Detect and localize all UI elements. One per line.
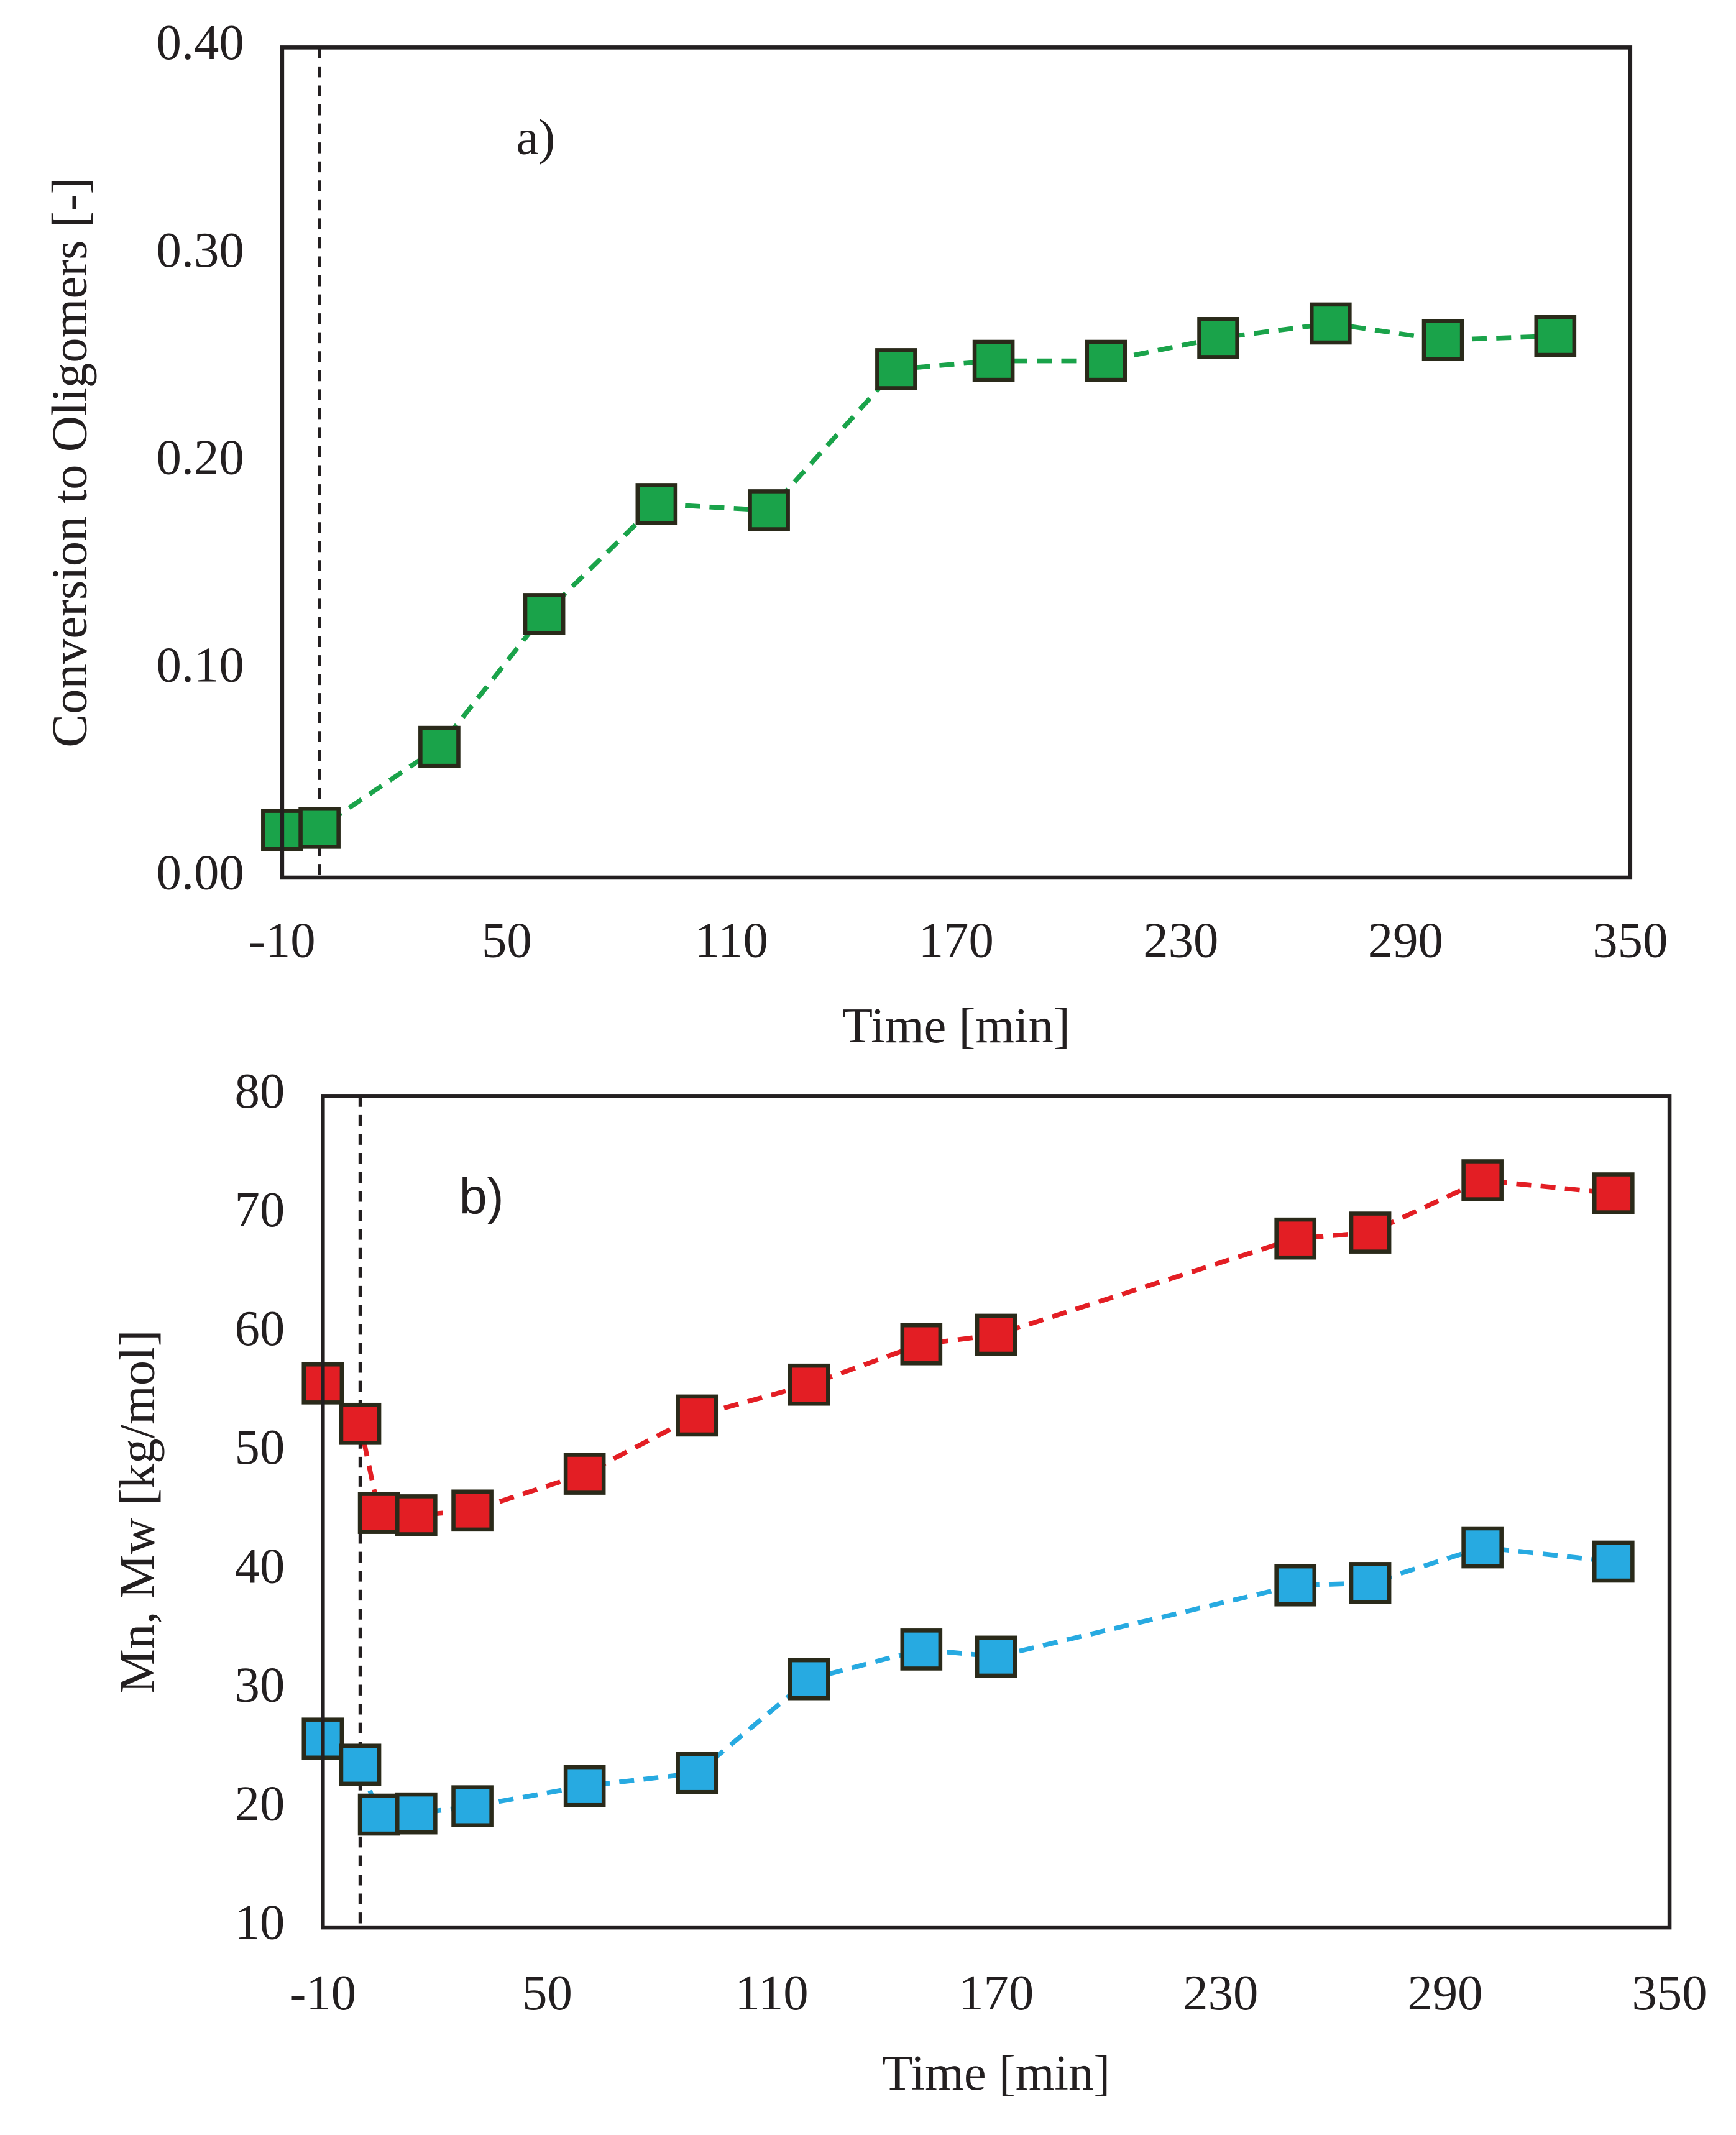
marker	[395, 1792, 438, 1835]
marker	[788, 1658, 830, 1701]
series-line	[321, 1545, 1614, 1817]
marker	[788, 1363, 830, 1406]
x-axis-label: Time [min]	[882, 2045, 1110, 2101]
y-tick-label: 0.20	[156, 430, 244, 485]
y-tick-label: 0.00	[156, 845, 244, 901]
marker	[1274, 1564, 1317, 1607]
x-tick-label: -10	[249, 913, 316, 968]
marker	[975, 1313, 1017, 1356]
marker	[357, 1492, 400, 1534]
marker	[418, 725, 461, 768]
plot-frame	[280, 45, 1633, 880]
marker	[972, 339, 1015, 382]
marker	[900, 1628, 943, 1671]
x-axis-label: Time [min]	[842, 998, 1070, 1054]
x-tick-label: 50	[522, 1965, 572, 2021]
marker	[676, 1394, 719, 1437]
x-tick-label: 350	[1592, 913, 1668, 968]
y-tick-label: 0.10	[156, 638, 244, 693]
marker	[748, 489, 790, 531]
marker	[451, 1489, 494, 1532]
marker	[523, 593, 566, 635]
marker	[563, 1453, 606, 1495]
marker	[676, 1752, 719, 1794]
marker	[635, 483, 678, 525]
marker	[1274, 1217, 1317, 1260]
y-tick-label: 60	[234, 1301, 285, 1356]
y-axis-label: Mn, Mw [kg/mol]	[110, 1330, 165, 1694]
marker	[298, 807, 341, 849]
x-tick-label: 170	[958, 1965, 1034, 2021]
y-tick-label: 10	[234, 1895, 285, 1950]
y-tick-label: 0.30	[156, 223, 244, 278]
marker	[1592, 1172, 1635, 1214]
marker	[900, 1323, 943, 1366]
marker	[339, 1743, 382, 1786]
x-tick-label: 230	[1143, 913, 1218, 968]
marker	[357, 1793, 400, 1836]
plot-frame	[321, 1094, 1672, 1930]
panel-label: a)	[517, 110, 556, 165]
y-tick-label: 0.40	[156, 15, 244, 70]
x-tick-label: 290	[1407, 1965, 1482, 2021]
marker	[395, 1494, 438, 1536]
marker	[1534, 315, 1577, 357]
series-line	[321, 1178, 1614, 1518]
marker	[451, 1785, 494, 1827]
series-line	[282, 321, 1556, 832]
marker	[1349, 1562, 1392, 1604]
marker	[1461, 1159, 1504, 1201]
marker	[1085, 339, 1127, 382]
marker	[1592, 1540, 1635, 1583]
y-tick-label: 20	[234, 1776, 285, 1832]
marker	[1309, 302, 1352, 345]
marker	[339, 1402, 382, 1445]
x-tick-label: 50	[482, 913, 532, 968]
x-tick-label: 230	[1183, 1965, 1258, 2021]
y-axis-label: Conversion to Oligomers [-]	[42, 178, 98, 748]
y-tick-label: 30	[234, 1657, 285, 1712]
x-tick-label: 170	[919, 913, 994, 968]
x-tick-label: 290	[1368, 913, 1443, 968]
y-tick-label: 50	[234, 1420, 285, 1475]
marker	[1461, 1526, 1504, 1569]
y-tick-label: 80	[234, 1063, 285, 1119]
x-tick-label: 110	[695, 913, 768, 968]
panel-label: b)	[459, 1169, 504, 1225]
y-tick-label: 70	[234, 1182, 285, 1237]
x-tick-label: 110	[735, 1965, 809, 2021]
marker	[875, 348, 917, 390]
x-tick-label: 350	[1632, 1965, 1707, 2021]
y-tick-label: 40	[234, 1538, 285, 1594]
x-tick-label: -10	[290, 1965, 357, 2021]
marker	[563, 1765, 606, 1807]
marker	[1349, 1211, 1392, 1254]
marker	[1197, 317, 1239, 359]
marker	[1421, 319, 1464, 362]
marker	[975, 1635, 1017, 1678]
